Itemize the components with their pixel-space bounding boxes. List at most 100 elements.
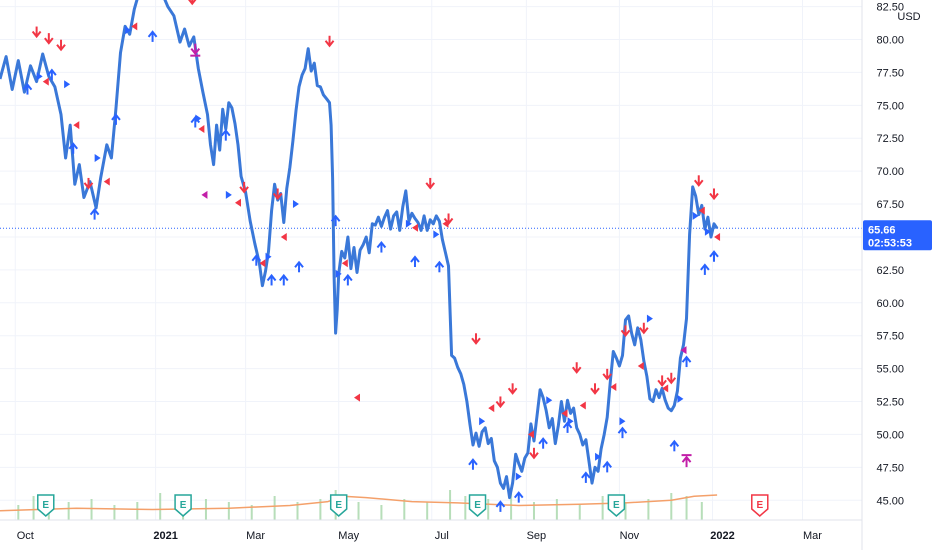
volume-bar (319, 499, 322, 520)
sell-signal-arrow (495, 396, 506, 409)
sell-signal-arrow (693, 175, 704, 187)
buy-signal-arrow (68, 142, 79, 154)
y-tick-label: 57.50 (876, 331, 904, 343)
entry-signal-marker (479, 417, 486, 426)
y-tick-label: 60.00 (876, 298, 904, 310)
x-tick-label: Jul (435, 530, 449, 542)
special-exit-marker (680, 346, 687, 355)
entry-signal-marker (64, 80, 71, 89)
exit-signal-marker (579, 401, 586, 410)
buy-signal-arrow (111, 113, 121, 125)
entry-signal-marker (36, 72, 43, 81)
earnings-marker[interactable]: E (37, 494, 55, 517)
buy-signal-arrow (251, 254, 262, 266)
earnings-marker[interactable]: E (174, 494, 192, 517)
sell-signal-arrow (471, 333, 481, 345)
sell-signal-arrow (425, 177, 436, 190)
grid-layer (0, 0, 862, 520)
volume-bar (67, 502, 70, 520)
sell-signal-arrow (590, 383, 600, 395)
exit-signal-marker (42, 77, 49, 86)
last-price-value: 65.66 (868, 224, 896, 236)
earnings-marker[interactable]: E (607, 494, 626, 517)
sell-signal-arrow (443, 213, 454, 226)
x-tick-label: Mar (803, 530, 822, 542)
entry-signal-marker (94, 153, 101, 162)
buy-signal-arrow (294, 260, 304, 273)
entry-signal-marker (225, 190, 232, 199)
volume-bar (510, 493, 513, 520)
x-tick-label: Mar (246, 530, 265, 542)
x-axis[interactable]: Oct 2021 Mar May Jul Sep Nov 2022 Mar (17, 530, 823, 542)
earnings-marker[interactable]: E (468, 494, 487, 517)
exit-signal-marker (235, 198, 242, 207)
price-series-line (0, 0, 719, 500)
buy-signal-arrow (681, 355, 692, 368)
volume-bar (487, 499, 490, 520)
entry-signal-marker (546, 396, 553, 405)
entry-signal-marker (292, 200, 299, 209)
volume-bar (555, 499, 558, 520)
volume-bar (113, 505, 116, 520)
volume-bar (578, 505, 581, 520)
entry-signal-marker (704, 227, 711, 236)
earnings-marker[interactable]: E (751, 494, 769, 517)
exit-signal-marker (341, 259, 348, 268)
volume-bar (227, 502, 230, 520)
sell-signal-arrow (529, 447, 539, 460)
sell-signal-arrow (44, 33, 54, 45)
sell-signal-arrow (709, 188, 719, 201)
volume-bar (647, 499, 650, 520)
entry-signal-marker (125, 26, 132, 35)
earnings-marker[interactable]: E (329, 494, 348, 517)
y-axis[interactable]: 45.00 47.50 50.00 52.50 55.00 57.50 60.00 62.50… (876, 2, 904, 508)
last-price-box (863, 220, 932, 251)
y-tick-label: 72.50 (876, 133, 904, 145)
sell-signal-arrow (324, 35, 335, 48)
marker-layer (22, 0, 721, 512)
y-tick-label: 75.00 (876, 100, 904, 112)
earnings-label: E (180, 500, 187, 511)
exit-signal-marker (73, 121, 80, 130)
buy-signal-arrow (190, 115, 201, 128)
sell-signal-arrow (272, 188, 283, 201)
exit-signal-marker (354, 393, 361, 402)
y-tick-label: 77.50 (876, 67, 904, 79)
x-tick-label: Sep (527, 530, 547, 542)
exit-signal-marker (103, 177, 110, 186)
buy-signal-arrow (147, 30, 158, 42)
earnings-label: E (474, 500, 481, 511)
y-tick-label: 55.00 (876, 364, 904, 376)
buy-signal-arrow (709, 250, 719, 262)
volume-bar (426, 502, 429, 520)
special-sell-marker (190, 43, 201, 57)
exit-signal-marker (131, 22, 138, 31)
volume-bar (700, 502, 703, 520)
volume-bar (670, 493, 673, 520)
volume-bar (90, 499, 93, 520)
buy-signal-arrow (602, 460, 612, 473)
sell-signal-arrow (239, 181, 249, 194)
entry-signal-marker (433, 230, 440, 239)
buy-signal-arrow (562, 421, 573, 433)
entry-signal-marker (677, 394, 684, 403)
bar-countdown: 02:53:53 (868, 237, 912, 249)
sell-signal-arrow (657, 375, 667, 388)
exit-signal-marker (714, 232, 721, 241)
earnings-label: E (613, 500, 620, 511)
entry-signal-marker (515, 472, 522, 481)
special-buy-marker (681, 454, 692, 468)
volume-bar (532, 502, 535, 520)
sell-signal-arrow (31, 26, 42, 39)
special-exit-marker (201, 190, 208, 199)
exit-signal-marker (198, 125, 205, 134)
exit-signal-marker (662, 384, 669, 393)
entry-signal-marker (692, 211, 699, 220)
entry-signal-marker (335, 269, 342, 278)
y-tick-label: 62.50 (876, 265, 904, 277)
x-tick-label: Oct (17, 530, 34, 542)
exit-signal-marker (442, 219, 449, 228)
